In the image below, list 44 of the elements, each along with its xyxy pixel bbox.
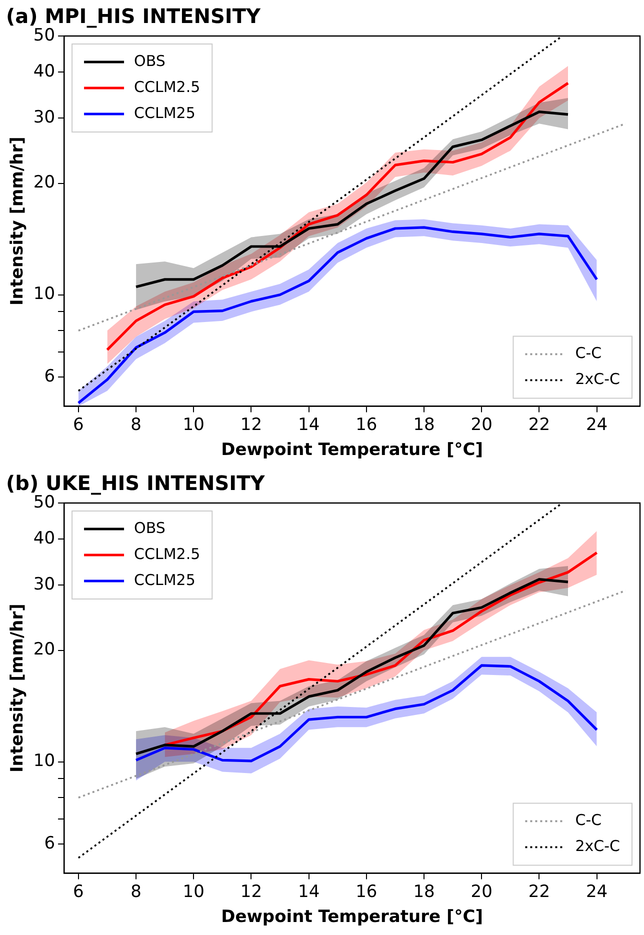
x-tick-label: 18 — [413, 414, 435, 435]
y-tick-label: 6 — [44, 833, 56, 854]
x-axis-title: Dewpoint Temperature [°C] — [221, 907, 483, 928]
x-tick-label: 14 — [298, 414, 320, 435]
legend-label: OBS — [134, 518, 166, 537]
x-tick-label: 10 — [182, 882, 204, 902]
legend-label: CCLM25 — [134, 570, 196, 589]
x-tick-label: 12 — [240, 414, 262, 435]
y-tick-label: 40 — [33, 528, 56, 548]
y-axis-title: Intensity [mm/hr] — [8, 604, 28, 773]
x-tick-label: 14 — [298, 882, 320, 902]
y-tick-label: 6 — [44, 366, 56, 386]
x-tick-label: 24 — [586, 882, 608, 902]
legend-label: CCLM2.5 — [134, 78, 200, 96]
legend-label: CCLM2.5 — [134, 544, 200, 563]
x-tick-label: 8 — [130, 414, 142, 435]
legend-label: 2xC-C — [575, 370, 620, 388]
y-tick-label: 10 — [33, 751, 56, 772]
x-tick-label: 22 — [528, 414, 550, 435]
x-axis-title: Dewpoint Temperature [°C] — [221, 440, 483, 460]
x-tick-label: 6 — [73, 414, 84, 435]
legend-label: CCLM25 — [134, 104, 196, 122]
y-tick-label: 30 — [33, 574, 56, 595]
x-tick-label: 20 — [470, 414, 492, 435]
x-tick-label: 16 — [356, 414, 378, 435]
y-tick-label: 20 — [33, 172, 56, 193]
x-tick-label: 20 — [470, 882, 492, 902]
x-tick-label: 10 — [182, 414, 204, 435]
y-tick-label: 20 — [33, 640, 56, 660]
x-tick-label: 6 — [73, 882, 84, 902]
x-tick-label: 24 — [586, 414, 608, 435]
x-tick-label: 8 — [130, 882, 142, 902]
x-tick-label: 16 — [356, 882, 378, 902]
y-tick-label: 40 — [33, 61, 56, 82]
y-axis-title: Intensity [mm/hr] — [8, 136, 28, 306]
x-tick-label: 18 — [413, 882, 435, 902]
y-tick-label: 30 — [33, 108, 56, 128]
x-tick-label: 12 — [240, 882, 262, 902]
legend-label: C-C — [575, 344, 602, 362]
legend-label: 2xC-C — [575, 837, 620, 856]
legend-label: C-C — [575, 811, 602, 830]
y-tick-label: 10 — [33, 284, 56, 304]
legend-label: OBS — [134, 52, 166, 70]
x-tick-label: 22 — [528, 882, 550, 902]
